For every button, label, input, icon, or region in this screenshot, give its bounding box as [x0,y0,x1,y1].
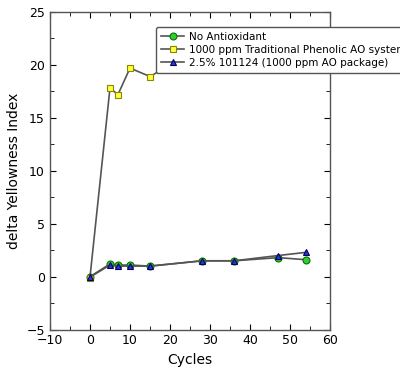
No Antioxidant [148,264,152,268]
Line: 1000 ppm Traditional Phenolic AO system: 1000 ppm Traditional Phenolic AO system [86,37,310,281]
1000 ppm Traditional Phenolic AO system [108,86,112,91]
No Antioxidant [128,263,132,267]
1000 ppm Traditional Phenolic AO system [304,42,309,46]
Y-axis label: delta Yellowness Index: delta Yellowness Index [7,93,21,249]
2.5% 101124 (1000 ppm AO package) [200,258,204,263]
No Antioxidant [108,262,112,266]
1000 ppm Traditional Phenolic AO system [88,276,92,280]
No Antioxidant [200,258,204,263]
No Antioxidant [116,263,120,267]
1000 ppm Traditional Phenolic AO system [128,66,132,70]
1000 ppm Traditional Phenolic AO system [116,92,120,97]
2.5% 101124 (1000 ppm AO package) [116,264,120,268]
Legend: No Antioxidant, 1000 ppm Traditional Phenolic AO system, 2.5% 101124 (1000 ppm A: No Antioxidant, 1000 ppm Traditional Phe… [156,27,400,73]
2.5% 101124 (1000 ppm AO package) [304,250,309,255]
2.5% 101124 (1000 ppm AO package) [88,275,92,279]
1000 ppm Traditional Phenolic AO system [276,38,281,43]
X-axis label: Cycles: Cycles [168,353,213,367]
No Antioxidant [304,258,309,262]
1000 ppm Traditional Phenolic AO system [148,74,152,79]
No Antioxidant [88,275,92,279]
2.5% 101124 (1000 ppm AO package) [148,264,152,268]
1000 ppm Traditional Phenolic AO system [200,44,204,48]
No Antioxidant [276,255,281,260]
Line: 2.5% 101124 (1000 ppm AO package): 2.5% 101124 (1000 ppm AO package) [86,249,310,281]
No Antioxidant [232,258,236,263]
2.5% 101124 (1000 ppm AO package) [232,258,236,263]
2.5% 101124 (1000 ppm AO package) [108,263,112,267]
2.5% 101124 (1000 ppm AO package) [128,264,132,268]
1000 ppm Traditional Phenolic AO system [232,39,236,44]
Line: No Antioxidant: No Antioxidant [86,254,310,280]
2.5% 101124 (1000 ppm AO package) [276,253,281,258]
